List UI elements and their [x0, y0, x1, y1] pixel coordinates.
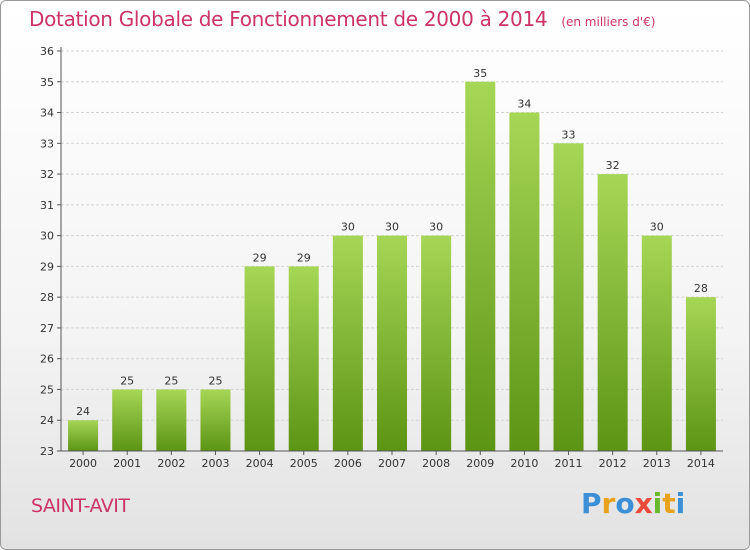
data-label: 30	[429, 221, 443, 234]
brand-letter: x	[634, 487, 653, 520]
y-tick-label: 35	[40, 76, 54, 89]
bar	[509, 112, 540, 452]
bar	[200, 389, 231, 451]
brand-letter: o	[615, 487, 635, 520]
y-tick-label: 23	[40, 445, 54, 458]
x-tick-label: 2010	[510, 457, 538, 470]
bar	[685, 297, 716, 451]
y-tick-label: 28	[40, 291, 54, 304]
brand-letter: t	[662, 487, 676, 520]
data-label: 32	[606, 159, 620, 172]
data-label: 35	[473, 67, 487, 80]
y-tick-label: 24	[40, 414, 54, 427]
commune-name: SAINT-AVIT	[31, 495, 130, 517]
x-tick-label: 2013	[643, 457, 671, 470]
bar	[421, 235, 452, 451]
data-label: 25	[120, 374, 134, 387]
x-tick-label: 2009	[466, 457, 494, 470]
title-row: Dotation Globale de Fonctionnement de 20…	[29, 7, 655, 31]
data-label: 25	[208, 374, 222, 387]
brand-letter: r	[601, 487, 616, 520]
x-tick-label: 2000	[69, 457, 97, 470]
data-label: 24	[76, 405, 90, 418]
bar	[376, 235, 408, 451]
y-tick-label: 31	[40, 199, 54, 212]
bar	[156, 389, 187, 451]
bar	[288, 266, 319, 451]
y-tick-label: 27	[40, 322, 54, 335]
brand-logo: Proxiti	[581, 487, 685, 520]
brand-letter: P	[581, 487, 602, 520]
x-tick-label: 2002	[157, 457, 185, 470]
bar	[112, 389, 143, 451]
data-label: 29	[297, 251, 311, 264]
x-tick-label: 2005	[290, 457, 318, 470]
data-label: 30	[385, 221, 399, 234]
x-tick-label: 2008	[422, 457, 450, 470]
bar	[597, 174, 628, 452]
y-tick-label: 29	[40, 260, 54, 273]
data-labels: 24 25 25 25 29 29 30 30 30 35 34 33 32 30 28	[76, 67, 708, 418]
data-label: 30	[341, 221, 355, 234]
y-tick-label: 34	[40, 107, 54, 120]
brand-letter: i	[652, 487, 663, 520]
y-tick-label: 26	[40, 353, 54, 366]
data-label: 33	[562, 128, 576, 141]
chart-title: Dotation Globale de Fonctionnement de 20…	[29, 7, 548, 31]
data-label: 29	[253, 251, 267, 264]
data-label: 30	[650, 221, 664, 234]
bar	[68, 420, 99, 451]
y-tick-label: 30	[40, 230, 54, 243]
bars	[68, 81, 716, 452]
data-label: 34	[517, 98, 531, 111]
x-tick-label: 2011	[555, 457, 583, 470]
bar	[553, 143, 584, 452]
chart-unit: (en milliers d'€)	[561, 15, 656, 29]
x-tick-label: 2007	[378, 457, 406, 470]
bar	[332, 235, 363, 451]
x-tick-label: 2001	[113, 457, 141, 470]
y-tick-label: 32	[40, 168, 54, 181]
brand-letter: i	[675, 487, 686, 520]
x-tick-label: 2006	[334, 457, 362, 470]
axes: 23 24 25 26 27 28 29 30 31 32 33 34 35 36 2000 2001 2002…	[40, 45, 723, 470]
x-tick-label: 2003	[201, 457, 229, 470]
x-tick-label: 2014	[687, 457, 715, 470]
x-tick-label: 2012	[599, 457, 627, 470]
bar	[641, 235, 672, 451]
bar	[465, 81, 496, 452]
bar	[244, 266, 275, 451]
data-label: 28	[694, 282, 708, 295]
x-tick-label: 2004	[246, 457, 274, 470]
y-tick-label: 25	[40, 383, 54, 396]
data-label: 25	[164, 374, 178, 387]
y-tick-label: 33	[40, 137, 54, 150]
y-tick-label: 36	[40, 45, 54, 58]
